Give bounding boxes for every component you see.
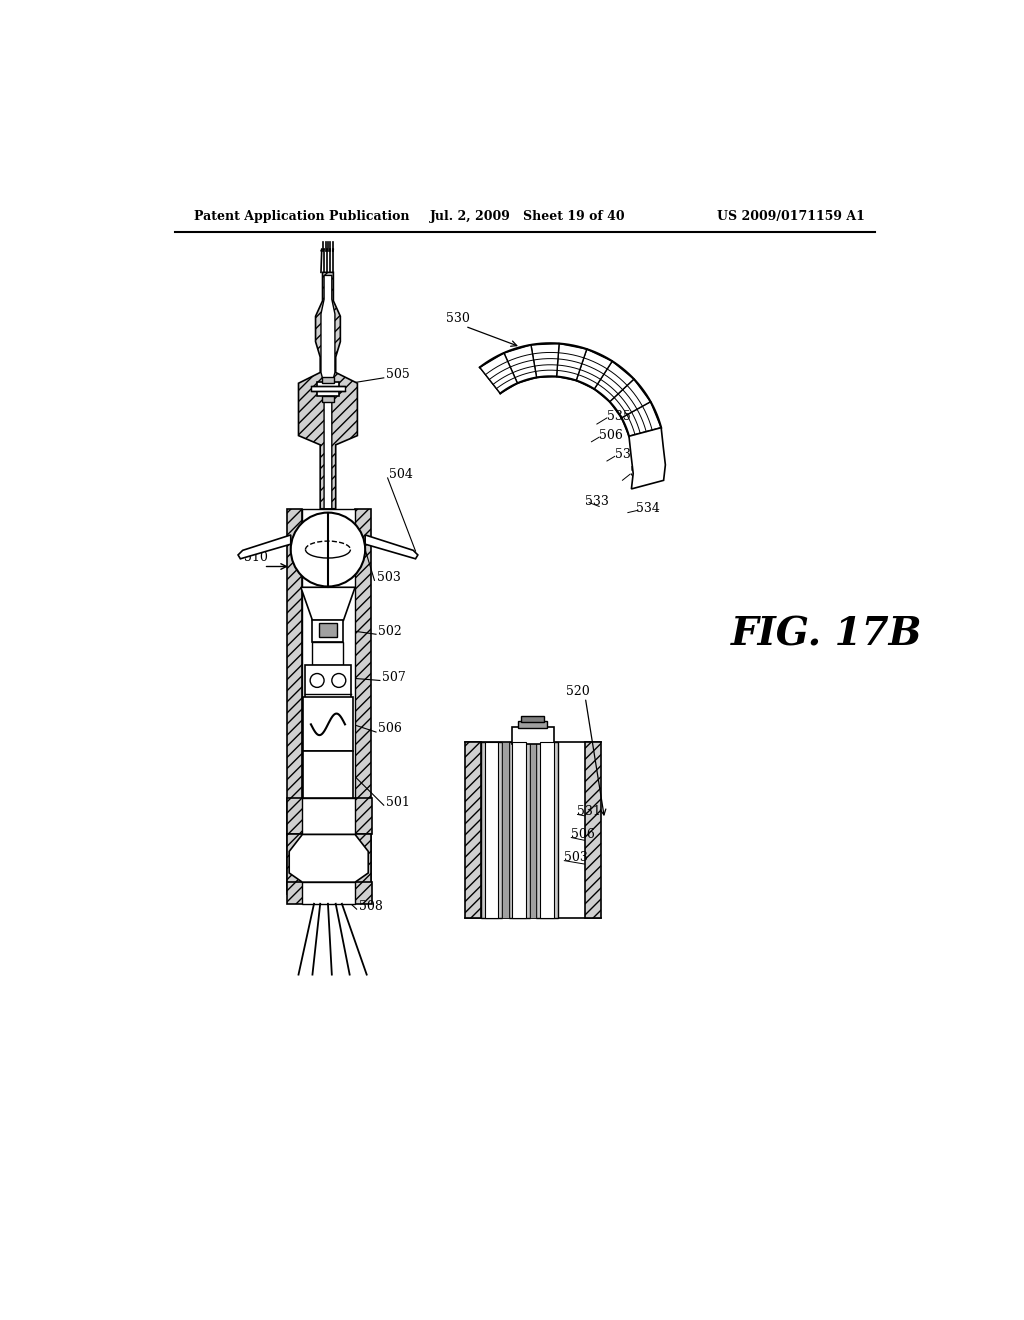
Bar: [305, 665, 351, 702]
Polygon shape: [480, 352, 517, 393]
Text: 505: 505: [386, 368, 410, 381]
Bar: [512, 726, 554, 743]
Polygon shape: [299, 272, 357, 508]
Text: 510: 510: [245, 550, 268, 564]
Bar: [480, 742, 503, 917]
Text: 504: 504: [389, 469, 413, 482]
Bar: [318, 623, 337, 638]
Bar: [537, 742, 558, 917]
Bar: [312, 620, 343, 642]
Text: 503: 503: [564, 851, 588, 865]
Bar: [312, 642, 343, 665]
Bar: [503, 742, 509, 917]
Text: 520: 520: [566, 685, 590, 698]
Text: 535: 535: [607, 409, 631, 422]
Circle shape: [332, 673, 346, 688]
Polygon shape: [238, 535, 291, 558]
Polygon shape: [594, 362, 634, 401]
Text: 531: 531: [614, 449, 639, 462]
Bar: [530, 742, 537, 917]
Polygon shape: [557, 343, 587, 380]
Bar: [353, 834, 371, 884]
Bar: [512, 742, 526, 917]
Text: Jul. 2, 2009   Sheet 19 of 40: Jul. 2, 2009 Sheet 19 of 40: [430, 210, 626, 223]
Bar: [484, 742, 499, 917]
Bar: [521, 715, 544, 722]
Polygon shape: [629, 428, 666, 488]
Text: 508: 508: [359, 899, 383, 912]
Bar: [287, 508, 302, 894]
Bar: [322, 396, 334, 401]
Polygon shape: [289, 834, 369, 882]
Bar: [287, 882, 372, 904]
Bar: [311, 387, 345, 391]
Polygon shape: [577, 348, 612, 389]
Polygon shape: [301, 587, 355, 620]
Text: 502: 502: [378, 624, 402, 638]
Bar: [541, 742, 554, 917]
Text: 531: 531: [578, 805, 601, 818]
Text: 507: 507: [382, 671, 406, 684]
Bar: [287, 797, 372, 834]
Polygon shape: [321, 276, 335, 508]
Bar: [322, 378, 334, 383]
Text: 534: 534: [636, 502, 659, 515]
Bar: [302, 508, 355, 894]
Polygon shape: [622, 401, 662, 436]
Text: 532: 532: [630, 466, 654, 479]
Bar: [303, 697, 352, 751]
Text: 506: 506: [571, 828, 595, 841]
Bar: [302, 797, 355, 834]
Text: 506: 506: [378, 722, 402, 735]
Circle shape: [310, 673, 324, 688]
Text: 530: 530: [445, 312, 470, 325]
Bar: [509, 742, 530, 917]
Polygon shape: [504, 345, 537, 383]
Polygon shape: [609, 379, 650, 418]
Bar: [465, 742, 480, 917]
Text: FIG. 17B: FIG. 17B: [731, 615, 923, 653]
Text: Patent Application Publication: Patent Application Publication: [194, 210, 410, 223]
Text: US 2009/0171159 A1: US 2009/0171159 A1: [717, 210, 865, 223]
Text: 506: 506: [599, 429, 623, 442]
Circle shape: [291, 512, 366, 586]
Bar: [355, 508, 371, 894]
Polygon shape: [531, 343, 559, 378]
Bar: [317, 381, 339, 396]
Bar: [518, 721, 547, 729]
Text: 533: 533: [586, 495, 609, 508]
Bar: [302, 882, 355, 904]
Bar: [586, 742, 601, 917]
Text: 501: 501: [386, 796, 410, 809]
Bar: [287, 834, 304, 884]
Polygon shape: [366, 535, 418, 558]
Bar: [303, 751, 352, 797]
Text: 503: 503: [377, 570, 400, 583]
